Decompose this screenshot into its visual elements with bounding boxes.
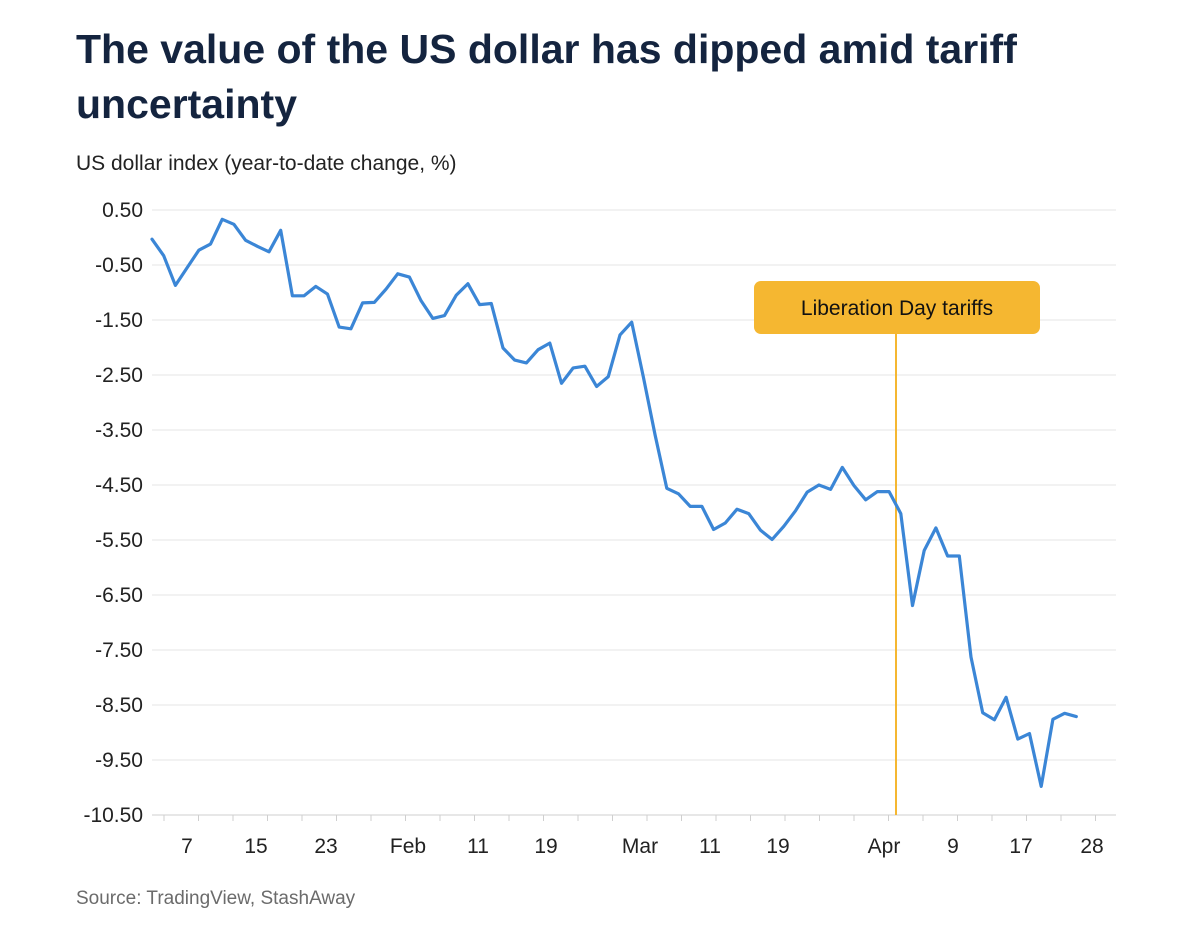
annotation-label: Liberation Day tariffs [801, 297, 993, 320]
y-axis-label: US dollar index (year-to-date change, %) [76, 152, 457, 175]
x-tick-label: Feb [390, 835, 426, 858]
x-tick-label: Apr [868, 835, 901, 858]
y-tick-label: -5.50 [95, 529, 143, 552]
chart-title: The value of the US dollar has dipped am… [76, 26, 1017, 127]
x-tick-label: 15 [244, 835, 267, 858]
x-tick-label: 11 [467, 835, 489, 858]
y-tick-label: -6.50 [95, 584, 143, 607]
x-tick-label: 19 [766, 835, 789, 858]
y-tick-label: -9.50 [95, 749, 143, 772]
x-tick-label: 23 [314, 835, 337, 858]
liberation-day-annotation: Liberation Day tariffs [754, 281, 1040, 815]
y-tick-label: -7.50 [95, 639, 143, 662]
gridlines [152, 209, 1116, 816]
x-tick-label: 19 [534, 835, 557, 858]
y-tick-label: -4.50 [95, 474, 143, 497]
y-tick-label: -0.50 [95, 254, 143, 277]
x-tick-label: 9 [947, 835, 959, 858]
x-tick-label: 7 [181, 835, 193, 858]
y-tick-label: -8.50 [95, 694, 143, 717]
annotation-box [754, 281, 1040, 334]
y-tick-label: 0.50 [102, 199, 143, 222]
source-note: Source: TradingView, StashAway [76, 888, 356, 909]
y-tick-label: -10.50 [83, 804, 143, 827]
series-group [150, 217, 1078, 789]
y-tick-label: -3.50 [95, 419, 143, 442]
x-tick-label: Mar [622, 835, 658, 858]
y-tick-label: -2.50 [95, 364, 143, 387]
series-line [150, 217, 1078, 789]
x-axis-ticks: 7 15 23 Feb 11 19 Mar 11 19 Apr 9 17 28 [163, 815, 1104, 858]
y-axis-ticks: 0.50 -0.50 -1.50 -2.50 -3.50 -4.50 -5.50 -6.50 -… [83, 199, 143, 827]
x-tick-label: 17 [1009, 835, 1032, 858]
x-tick-label: 11 [699, 835, 721, 858]
x-tick-label: 28 [1080, 835, 1103, 858]
y-tick-label: -1.50 [95, 309, 143, 332]
